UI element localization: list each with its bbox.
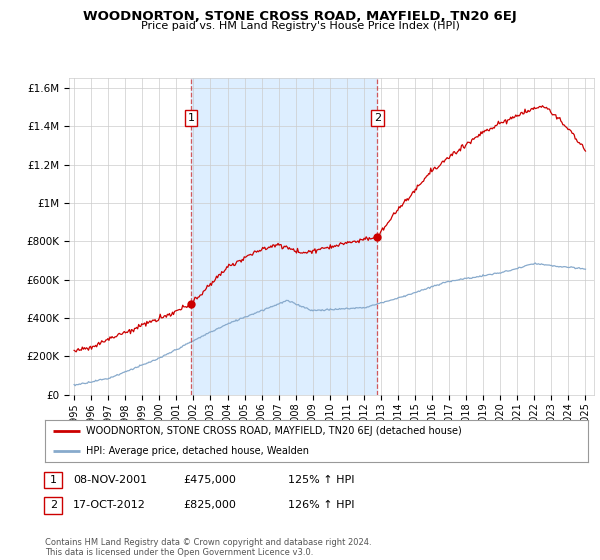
Text: Price paid vs. HM Land Registry's House Price Index (HPI): Price paid vs. HM Land Registry's House … [140,21,460,31]
Text: 08-NOV-2001: 08-NOV-2001 [73,475,148,485]
Text: 2: 2 [50,500,57,510]
Text: 2: 2 [374,113,381,123]
Text: WOODNORTON, STONE CROSS ROAD, MAYFIELD, TN20 6EJ (detached house): WOODNORTON, STONE CROSS ROAD, MAYFIELD, … [86,426,461,436]
Text: 1: 1 [187,113,194,123]
Text: 1: 1 [50,475,57,485]
Text: 126% ↑ HPI: 126% ↑ HPI [288,500,355,510]
Text: WOODNORTON, STONE CROSS ROAD, MAYFIELD, TN20 6EJ: WOODNORTON, STONE CROSS ROAD, MAYFIELD, … [83,10,517,23]
Bar [191,78,377,395]
Text: Contains HM Land Registry data © Crown copyright and database right 2024.
This d: Contains HM Land Registry data © Crown c… [45,538,371,557]
Text: £475,000: £475,000 [183,475,236,485]
Text: 17-OCT-2012: 17-OCT-2012 [73,500,146,510]
Text: 125% ↑ HPI: 125% ↑ HPI [288,475,355,485]
Text: £825,000: £825,000 [183,500,236,510]
Text: HPI: Average price, detached house, Wealden: HPI: Average price, detached house, Weal… [86,446,309,456]
